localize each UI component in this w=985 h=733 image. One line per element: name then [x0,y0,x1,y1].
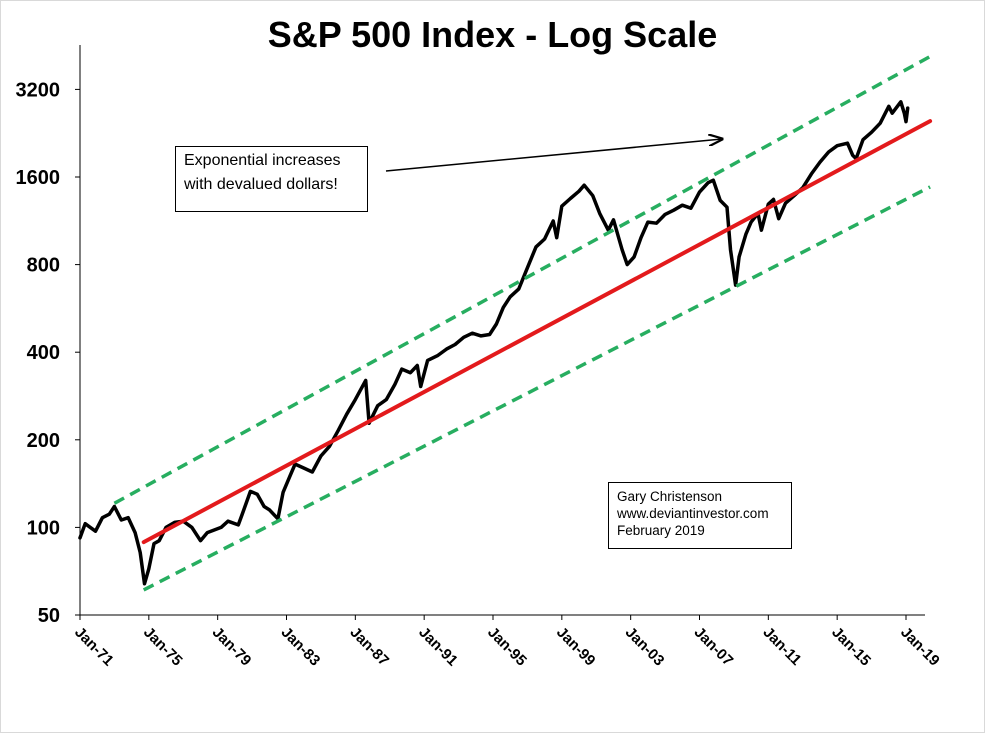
credit-website: www.deviantinvestor.com [617,506,769,521]
y-tick-label: 800 [27,255,60,277]
annotation-line-2: with devalued dollars! [184,176,338,193]
credit-date: February 2019 [617,523,705,538]
x-tick-label: Jan-07 [691,624,737,670]
upper-channel-line [113,54,931,505]
x-tick-label: Jan-11 [760,624,805,669]
x-tick-label: Jan-71 [71,624,117,670]
x-tick-label: Jan-99 [553,624,599,670]
lower-channel-line [142,185,931,592]
annotation-arrow [385,139,722,172]
y-tick-label: 100 [27,517,60,539]
x-tick-label: Jan-03 [622,624,668,670]
y-tick-label: 50 [38,605,60,627]
x-tick-label: Jan-15 [828,624,874,670]
x-tick-label: Jan-79 [209,624,255,670]
annotation-line-1: Exponential increases [184,152,341,169]
trend-line [141,119,933,545]
x-tick-label: Jan-75 [140,624,186,670]
y-tick-label: 1600 [16,167,61,189]
chart-title: S&P 500 Index - Log Scale [267,14,718,55]
credit-author: Gary Christenson [617,489,723,504]
x-tick-label: Jan-95 [484,624,530,670]
x-tick-label: Jan-91 [415,624,461,670]
x-tick-label: Jan-19 [897,624,943,670]
y-tick-label: 3200 [16,79,61,101]
y-tick-label: 400 [27,342,60,364]
x-tick-label: Jan-87 [347,624,393,670]
y-tick-label: 200 [27,430,60,452]
annotation-box: Exponential increases with devalued doll… [175,146,368,212]
x-tick-label: Jan-83 [278,624,324,670]
credit-box: Gary Christenson www.deviantinvestor.com… [608,482,792,549]
